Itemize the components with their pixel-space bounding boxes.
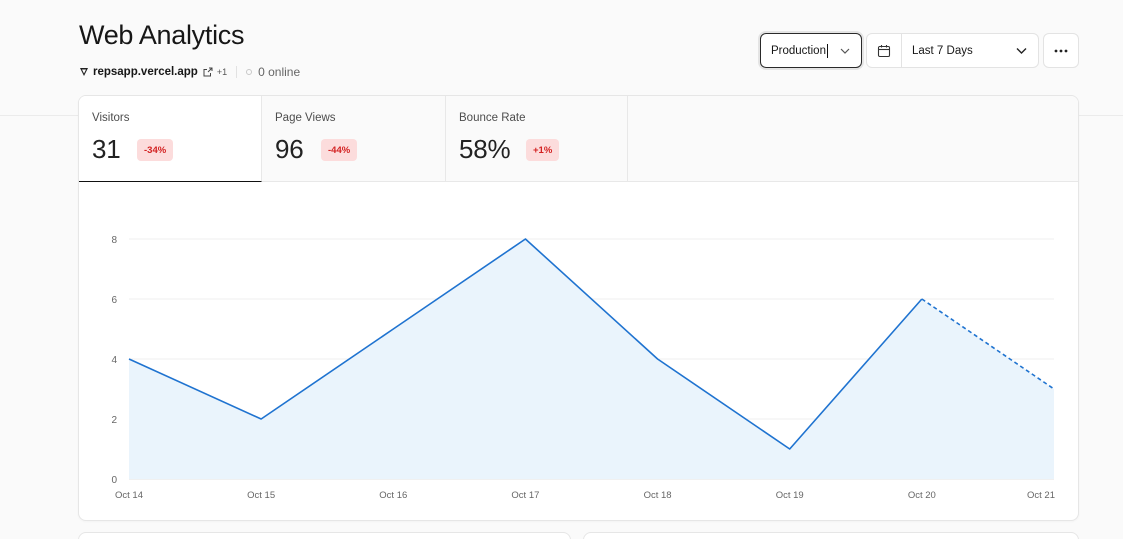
series-line-projected: [921, 298, 1055, 390]
bottom-card-right: [583, 532, 1079, 539]
data-point: [656, 357, 660, 361]
environment-select[interactable]: Production: [760, 33, 862, 68]
x-tick-label: Oct 16: [379, 490, 407, 501]
external-link-icon[interactable]: [203, 67, 213, 77]
metric-label: Visitors: [92, 112, 130, 124]
y-tick-label: 4: [111, 355, 117, 366]
data-point: [391, 327, 395, 331]
data-point: [1052, 387, 1056, 391]
data-point: [259, 417, 263, 421]
y-tick-label: 6: [111, 295, 117, 306]
more-options-button[interactable]: [1043, 33, 1079, 68]
chevron-down-icon: [1016, 48, 1027, 54]
visitors-chart: 0 2 4 6 8 Oct 14 Oct 15 Oct 16 Oct 17 Oct 18 Oct 1…: [79, 182, 1078, 520]
metric-label: Bounce Rate: [459, 112, 526, 124]
divider: [236, 66, 238, 78]
change-badge: -34%: [137, 139, 174, 161]
metric-tabs: Visitors 31 -34% Page Views 96 -44% Boun…: [79, 96, 1078, 182]
change-badge: -44%: [321, 139, 358, 161]
x-tick-label: Oct 17: [511, 490, 539, 501]
vercel-triangle-icon: [80, 68, 88, 76]
page-title: Web Analytics: [79, 20, 245, 50]
y-tick-label: 8: [111, 235, 117, 246]
series-line: [128, 238, 923, 450]
data-point: [788, 447, 792, 451]
x-tick-label: Oct 20: [908, 490, 936, 501]
bottom-card-left: [78, 532, 571, 539]
online-count: 0 online: [258, 65, 301, 79]
chart-svg: 0 2 4 6 8 Oct 14 Oct 15 Oct 16 Oct 17 Oct 18 Oct 1…: [111, 235, 1056, 501]
x-tick-label: Oct 19: [776, 490, 804, 501]
analytics-card: Visitors 31 -34% Page Views 96 -44% Boun…: [78, 95, 1079, 521]
metric-value: 31: [92, 134, 121, 164]
y-tick-label: 2: [111, 415, 117, 426]
date-range-picker: Last 7 Days: [866, 33, 1039, 68]
x-tick-label: Oct 21: [1027, 490, 1055, 501]
environment-value: Production: [771, 44, 826, 57]
extra-domains-count[interactable]: +1: [216, 67, 228, 77]
online-status-dot: [246, 69, 253, 75]
metric-label: Page Views: [275, 112, 336, 124]
metric-value: 96: [275, 134, 304, 164]
data-point: [920, 297, 924, 301]
text-cursor: [826, 43, 828, 58]
metric-value: 58%: [459, 134, 511, 164]
calendar-button[interactable]: [867, 34, 902, 67]
x-tick-label: Oct 14: [115, 490, 143, 501]
area-fill: [129, 239, 1054, 479]
tab-page-views[interactable]: Page Views 96 -44%: [262, 96, 446, 182]
change-badge: +1%: [526, 139, 560, 161]
data-point: [523, 237, 527, 241]
ellipsis-icon: [1054, 49, 1068, 52]
tab-visitors[interactable]: Visitors 31 -34%: [79, 96, 262, 182]
project-info: repsapp.vercel.app +1 0 online: [79, 64, 300, 80]
date-range-select[interactable]: Last 7 Days: [902, 34, 1038, 67]
y-tick-label: 0: [111, 475, 117, 486]
x-tick-label: Oct 15: [247, 490, 275, 501]
x-tick-label: Oct 18: [644, 490, 672, 501]
chevron-down-icon: [840, 48, 850, 54]
tab-bounce-rate[interactable]: Bounce Rate 58% +1%: [446, 96, 628, 182]
date-range-value: Last 7 Days: [912, 44, 973, 57]
project-domain-link[interactable]: repsapp.vercel.app: [93, 66, 198, 78]
calendar-icon: [877, 44, 891, 57]
data-point: [127, 357, 131, 361]
